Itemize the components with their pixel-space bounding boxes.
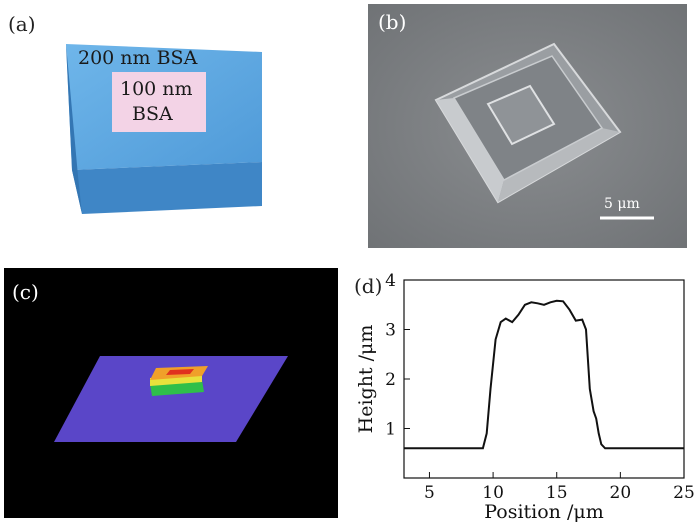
y-axis-label: Height /μm (355, 325, 377, 434)
structure-front-face (498, 128, 620, 202)
pillar-top-center (166, 369, 194, 375)
x-tick-label: 5 (424, 483, 435, 503)
panel-b-sem-image: (b) 5 μm (368, 4, 687, 248)
substrate-plane (54, 356, 288, 442)
panel-c-height-map: (c) (4, 268, 338, 518)
inner-pad (112, 72, 206, 132)
bsa-block-schematic: 200 nm BSA 100 nm BSA (66, 44, 262, 214)
panel-a: (a) 200 nm BSA 100 nm BSA (0, 0, 348, 264)
y-tick-label: 1 (385, 420, 396, 440)
panel-d-label: (d) (354, 274, 383, 298)
y-axis-ticks: 1 2 3 4 (385, 271, 410, 440)
height-profile-chart: 5 10 15 20 25 1 2 3 4 Position /μm Height /μm (355, 271, 695, 523)
block-front-face (72, 162, 262, 214)
sem-micrograph (368, 4, 687, 248)
outer-layer-label: 200 nm BSA (78, 47, 198, 69)
height-profile-line (404, 299, 684, 450)
height-map-render (4, 268, 338, 518)
x-tick-label: 10 (482, 483, 504, 503)
y-tick-label: 3 (385, 321, 396, 341)
panel-b-label: (b) (378, 10, 407, 34)
structure-center-step (486, 84, 556, 146)
inner-layer-label-line2: BSA (132, 103, 173, 125)
x-tick-label: 15 (546, 483, 568, 503)
panel-a-label: (a) (8, 12, 36, 36)
inner-layer-label-line1: 100 nm (120, 78, 193, 100)
y-tick-label: 4 (385, 271, 396, 291)
x-axis-ticks: 5 10 15 20 25 (424, 472, 695, 503)
x-axis-label: Position /μm (484, 501, 603, 523)
panel-c-label: (c) (12, 280, 39, 304)
panel-d-height-profile: (d) 5 10 15 20 25 1 2 3 4 Position /μm Height /… (348, 264, 696, 528)
x-tick-label: 25 (673, 483, 695, 503)
y-tick-label: 2 (385, 370, 396, 390)
structure-left-face (436, 98, 504, 202)
scale-bar-label: 5 μm (604, 196, 640, 212)
x-tick-label: 20 (610, 483, 632, 503)
